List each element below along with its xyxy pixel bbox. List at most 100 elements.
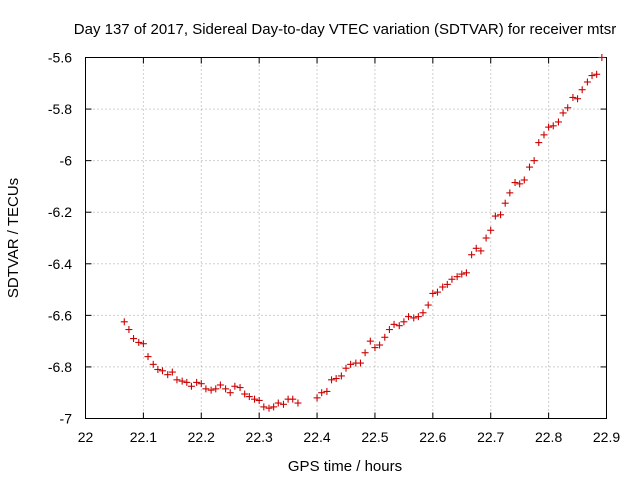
x-axis-title: GPS time / hours bbox=[288, 458, 402, 475]
data-point bbox=[419, 309, 427, 317]
data-point bbox=[158, 367, 166, 375]
data-point bbox=[187, 382, 195, 390]
data-point bbox=[231, 382, 239, 390]
x-tick-label: 22.2 bbox=[188, 429, 215, 445]
data-point bbox=[294, 399, 302, 407]
data-point bbox=[144, 353, 152, 361]
data-points bbox=[120, 54, 606, 412]
data-point bbox=[251, 395, 259, 403]
data-point bbox=[164, 371, 172, 379]
data-point bbox=[361, 349, 369, 357]
data-point bbox=[371, 344, 379, 352]
data-point bbox=[588, 72, 596, 80]
data-point bbox=[385, 326, 393, 334]
data-point bbox=[545, 123, 553, 131]
data-point bbox=[501, 199, 509, 207]
data-point bbox=[120, 318, 128, 326]
data-point bbox=[328, 376, 336, 384]
data-point bbox=[222, 385, 230, 393]
data-point bbox=[598, 54, 606, 61]
x-tick-labels: 22 22.1 22.2 22.3 22.4 22.5 22.6 22.7 22.8 22.9 bbox=[78, 429, 621, 445]
data-point bbox=[241, 390, 249, 398]
x-tick-label: 22.3 bbox=[246, 429, 273, 445]
data-point bbox=[318, 389, 326, 397]
plot-frame bbox=[85, 57, 607, 419]
data-point bbox=[477, 247, 485, 255]
data-point bbox=[139, 340, 147, 348]
data-point bbox=[520, 176, 528, 184]
data-point bbox=[245, 393, 253, 401]
data-point bbox=[342, 364, 350, 372]
data-point bbox=[439, 283, 447, 291]
y-tick-label: -6.8 bbox=[48, 359, 72, 375]
data-point bbox=[135, 338, 143, 346]
data-point bbox=[516, 180, 524, 188]
y-tick-label: -6.2 bbox=[48, 204, 72, 220]
data-point bbox=[554, 118, 562, 126]
data-point bbox=[433, 288, 441, 296]
y-tick-label: -6 bbox=[60, 153, 73, 169]
data-point bbox=[149, 360, 157, 368]
data-point bbox=[381, 333, 389, 341]
data-point bbox=[270, 403, 278, 411]
data-point bbox=[178, 377, 186, 385]
data-point bbox=[468, 251, 476, 259]
data-point bbox=[410, 314, 418, 322]
data-point bbox=[207, 386, 215, 394]
data-point bbox=[511, 179, 519, 187]
data-point bbox=[405, 313, 413, 321]
data-point bbox=[255, 396, 263, 404]
y-tick-label: -7 bbox=[60, 411, 73, 427]
x-tick-label: 22 bbox=[78, 429, 94, 445]
data-point bbox=[202, 385, 210, 393]
data-point bbox=[453, 273, 461, 281]
data-point bbox=[429, 289, 437, 297]
data-point bbox=[279, 400, 287, 408]
x-tick-label: 22.8 bbox=[535, 429, 562, 445]
data-point bbox=[376, 341, 384, 349]
data-point bbox=[414, 313, 422, 321]
data-point bbox=[173, 376, 181, 384]
data-point bbox=[526, 163, 534, 171]
x-tick-label: 22.5 bbox=[361, 429, 388, 445]
data-point bbox=[574, 95, 582, 103]
data-point bbox=[443, 280, 451, 288]
data-point bbox=[183, 378, 191, 386]
data-point bbox=[313, 394, 321, 402]
y-axis-title: SDTVAR / TECUs bbox=[5, 178, 22, 298]
data-point bbox=[289, 395, 297, 403]
data-point bbox=[564, 104, 572, 112]
x-tick-label: 22.6 bbox=[419, 429, 446, 445]
data-point bbox=[559, 109, 567, 117]
x-tick-label: 22.7 bbox=[477, 429, 504, 445]
y-tick-label: -5.6 bbox=[48, 50, 72, 66]
data-point bbox=[197, 380, 205, 388]
data-point bbox=[424, 301, 432, 309]
data-point bbox=[569, 93, 577, 101]
data-point bbox=[332, 375, 340, 383]
data-point bbox=[506, 189, 514, 197]
x-tick-label: 22.4 bbox=[303, 429, 330, 445]
data-point bbox=[497, 211, 505, 219]
data-point bbox=[125, 326, 133, 334]
data-point bbox=[530, 157, 538, 165]
x-tick-label: 22.1 bbox=[130, 429, 157, 445]
data-point bbox=[193, 378, 201, 386]
data-point bbox=[491, 212, 499, 220]
data-point bbox=[540, 131, 548, 139]
data-point bbox=[400, 318, 408, 326]
y-tick-labels: -5.6 -5.8 -6 -6.2 -6.4 -6.6 -6.8 -7 bbox=[48, 50, 72, 427]
data-point bbox=[260, 403, 268, 411]
data-point bbox=[265, 404, 273, 412]
data-point bbox=[535, 139, 543, 147]
grid-layer bbox=[85, 57, 607, 419]
x-tick-label: 22.9 bbox=[593, 429, 620, 445]
data-point bbox=[168, 368, 176, 376]
data-point bbox=[395, 322, 403, 330]
data-point bbox=[482, 234, 490, 242]
data-point bbox=[366, 337, 374, 345]
data-point bbox=[216, 381, 224, 389]
data-point bbox=[274, 399, 282, 407]
data-point bbox=[356, 359, 364, 367]
